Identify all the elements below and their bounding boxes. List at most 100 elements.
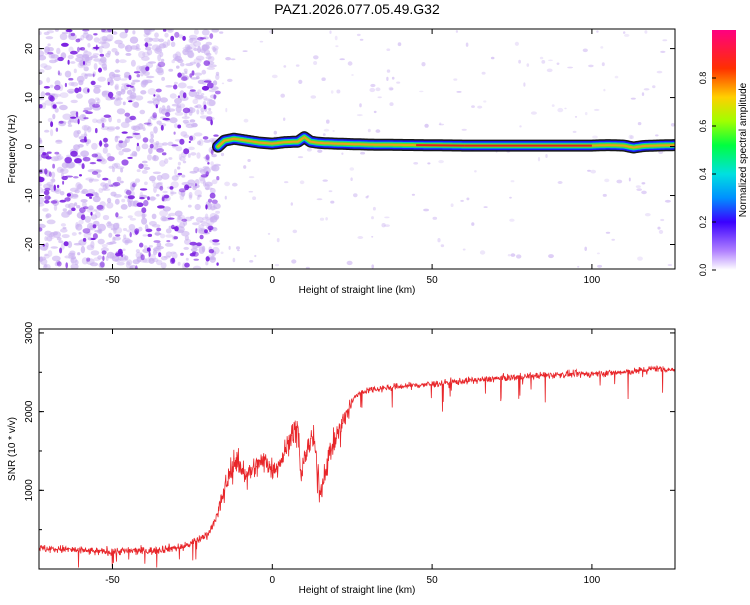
- noise-blob: [91, 153, 99, 158]
- sparse-speck: [225, 107, 228, 113]
- sparse-speck: [359, 103, 362, 108]
- snr-point: [431, 383, 433, 385]
- noise-speck: [55, 139, 63, 143]
- noise-blob: [163, 194, 170, 199]
- noise-blob: [205, 154, 210, 161]
- noise-speck: [146, 49, 153, 56]
- noise-speck: [205, 218, 215, 226]
- noise-speck: [175, 146, 183, 152]
- snr-point: [306, 446, 309, 448]
- noise-speck: [129, 36, 139, 44]
- noise-blob: [135, 265, 138, 269]
- sparse-speck: [371, 236, 374, 238]
- noise-speck: [96, 173, 101, 179]
- sparse-speck: [247, 159, 251, 162]
- noise-speck: [125, 261, 131, 269]
- sparse-speck: [644, 30, 648, 34]
- noise-speck: [79, 114, 87, 121]
- y-tick-label: 0: [24, 143, 35, 149]
- sparse-speck: [652, 85, 656, 89]
- snr-point: [639, 370, 641, 372]
- noise-speck: [195, 216, 204, 223]
- snr-point: [297, 426, 299, 428]
- noise-blob: [82, 156, 91, 162]
- snr-point: [207, 533, 209, 535]
- noise-speck: [118, 91, 122, 97]
- noise-speck: [192, 123, 198, 127]
- noise-speck: [119, 257, 128, 262]
- noise-speck: [197, 79, 205, 85]
- noise-blob: [166, 240, 171, 243]
- noise-speck: [158, 38, 165, 43]
- noise-blob: [177, 124, 182, 129]
- noise-blob: [53, 184, 56, 191]
- noise-blob: [82, 228, 91, 234]
- noise-speck: [90, 240, 95, 249]
- snr-point: [182, 546, 184, 548]
- noise-blob: [115, 252, 123, 257]
- snr-point: [64, 548, 66, 550]
- sparse-speck: [592, 135, 598, 139]
- sparse-speck: [588, 64, 594, 68]
- noise-speck: [197, 140, 202, 146]
- noise-speck: [54, 156, 62, 161]
- noise-blob: [216, 262, 219, 266]
- sparse-speck: [375, 129, 381, 133]
- noise-speck: [66, 210, 72, 215]
- sparse-speck: [276, 238, 280, 243]
- snr-point: [233, 458, 235, 460]
- sparse-speck: [220, 152, 225, 157]
- noise-speck: [160, 233, 166, 239]
- sparse-speck: [329, 30, 332, 34]
- noise-blob: [115, 234, 121, 237]
- sparse-speck: [572, 130, 577, 133]
- noise-blob: [103, 114, 112, 118]
- noise-speck: [119, 78, 128, 81]
- sparse-speck: [490, 56, 495, 60]
- noise-speck: [192, 222, 200, 226]
- noise-speck: [59, 33, 68, 41]
- snr-point: [591, 373, 593, 375]
- noise-speck: [113, 162, 121, 168]
- noise-speck: [196, 227, 203, 231]
- noise-blob: [54, 151, 60, 155]
- noise-speck: [182, 160, 187, 164]
- noise-speck: [202, 166, 210, 169]
- noise-speck: [167, 29, 174, 33]
- noise-speck: [194, 105, 198, 108]
- sparse-speck: [658, 229, 664, 234]
- noise-speck: [183, 134, 190, 138]
- noise-blob: [59, 199, 66, 203]
- sparse-speck: [346, 260, 353, 266]
- sparse-speck: [670, 123, 675, 127]
- noise-blob: [171, 144, 179, 147]
- noise-speck: [141, 143, 149, 150]
- noise-speck: [81, 124, 90, 131]
- noise-speck: [44, 48, 50, 56]
- noise-speck: [187, 153, 191, 158]
- spectrogram-panel: -50 0 50 100 -20 -10 0 10 20 Height of straight…: [7, 28, 676, 296]
- sparse-speck: [477, 105, 483, 109]
- noise-speck: [50, 246, 58, 249]
- noise-speck: [101, 188, 111, 192]
- sparse-speck: [224, 195, 227, 200]
- noise-speck: [179, 193, 185, 201]
- noise-blob: [46, 151, 52, 154]
- sparse-speck: [628, 177, 631, 182]
- noise-blob: [90, 211, 93, 216]
- noise-speck: [141, 217, 148, 225]
- sparse-speck: [507, 254, 511, 257]
- snr-point: [527, 375, 529, 377]
- noise-blob: [80, 214, 86, 221]
- sparse-speck: [252, 196, 257, 200]
- noise-speck: [113, 194, 122, 198]
- noise-blob: [47, 51, 54, 55]
- noise-blob: [77, 118, 80, 125]
- noise-speck: [179, 156, 186, 162]
- sparse-speck: [483, 206, 488, 208]
- y-tick-label: 2000: [24, 400, 35, 423]
- noise-blob: [207, 162, 210, 165]
- noise-speck: [129, 94, 136, 103]
- noise-blob: [155, 88, 162, 93]
- noise-speck: [144, 37, 153, 43]
